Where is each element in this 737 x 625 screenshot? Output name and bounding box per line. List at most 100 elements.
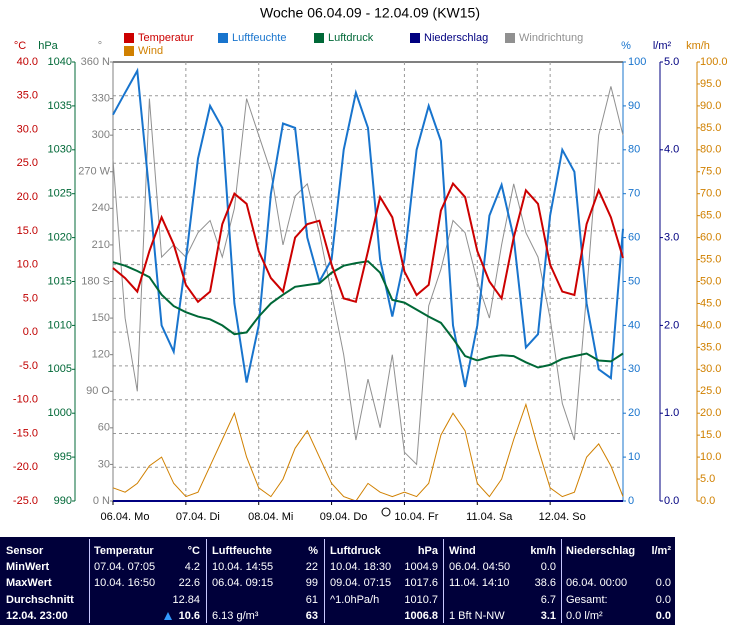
y-tick-label: 90 (628, 100, 640, 112)
cell-value: 22.6 (178, 577, 200, 589)
y-tick-label: 10.0 (17, 259, 38, 271)
y-tick-label: 85.0 (700, 122, 721, 134)
y-tick-label: 0 (628, 495, 634, 507)
y-tick-label: 0 N (93, 495, 110, 507)
y-tick-label: 1000 (48, 407, 72, 419)
legend-label: Luftdruck (328, 32, 374, 44)
axis-unit: ° (98, 40, 102, 52)
legend-swatch (218, 33, 228, 43)
y-tick-label: 60 (98, 422, 110, 434)
cell-label: Luftfeuchte (212, 545, 272, 557)
y-tick-label: 10.0 (700, 451, 721, 463)
cell-value: hPa (417, 545, 438, 557)
cell-value: 22 (305, 561, 318, 573)
y-tick-label: 360 N (81, 56, 110, 68)
y-tick-label: 90.0 (700, 100, 721, 112)
y-tick-label: 240 (92, 202, 110, 214)
cell-value: 63 (305, 610, 318, 622)
x-tick-label: 11.04. Sa (466, 511, 513, 523)
x-tick-label: 10.04. Fr (394, 511, 438, 523)
column-separator (443, 539, 444, 623)
cell-label: 10.04. 14:55 (212, 561, 274, 573)
row-label: Durchschnitt (6, 594, 74, 606)
y-tick-label: -25.0 (13, 495, 38, 507)
y-tick-label: 1030 (48, 144, 72, 156)
y-tick-label: 2.0 (664, 319, 679, 331)
y-tick-label: 60.0 (700, 232, 721, 244)
cell-value: 0.0 (540, 561, 556, 573)
axis-unit: l/m² (653, 40, 672, 52)
legend-swatch (505, 33, 515, 43)
cell-value: 1004.9 (404, 561, 438, 573)
y-tick-label: 55.0 (700, 253, 721, 265)
summary-table: Sensor Temperatur °C Luftfeuchte% Luftdruck h… (0, 537, 675, 625)
cursor-marker (381, 507, 391, 517)
axis-unit: °C (14, 40, 26, 52)
legend-swatch (410, 33, 420, 43)
y-tick-label: 50.0 (700, 275, 721, 287)
y-tick-label: 45.0 (700, 297, 721, 309)
y-tick-label: 70.0 (700, 188, 721, 200)
x-tick-label: 12.04. So (539, 511, 586, 523)
y-tick-label: 3.0 (664, 232, 679, 244)
y-tick-label: 80.0 (700, 144, 721, 156)
y-tick-label: 30.0 (17, 123, 38, 135)
y-tick-label: 5.0 (664, 56, 679, 68)
y-tick-label: 990 (54, 495, 72, 507)
cell-value: °C (187, 545, 200, 557)
legend-swatch (124, 46, 134, 56)
y-tick-label: 30 (628, 363, 640, 375)
y-tick-label: 40.0 (17, 56, 38, 68)
y-tick-label: 90 O (86, 385, 110, 397)
column-separator (89, 539, 90, 623)
y-tick-label: 1.0 (664, 407, 679, 419)
row-label: MaxWert (6, 577, 52, 589)
y-tick-label: -15.0 (13, 427, 38, 439)
y-tick-label: 100 (628, 56, 646, 68)
row-label: Sensor (6, 545, 44, 557)
cell-value: km/h (530, 545, 556, 557)
cell-label: ^1.0hPa/h (330, 594, 380, 606)
legend-label: Wind (138, 45, 163, 57)
cell-value: 10.6 (178, 610, 200, 622)
y-tick-label: 35.0 (700, 341, 721, 353)
legend-label: Niederschlag (424, 32, 488, 44)
chart: Woche 06.04.09 - 12.04.09 (KW15) °C 40.0 3… (13, 5, 728, 523)
cell-label: 0.0 l/m² (566, 610, 603, 622)
y-tick-label: 75.0 (700, 166, 721, 178)
y-tick-label: 80 (628, 144, 640, 156)
y-tick-label: 20.0 (700, 407, 721, 419)
row-label: MinWert (6, 561, 50, 573)
y-tick-label: 50 (628, 275, 640, 287)
y-tick-label: 30.0 (700, 363, 721, 375)
x-tick-label: 07.04. Di (176, 511, 220, 523)
legend-label: Temperatur (138, 32, 194, 44)
y-tick-label: 300 (92, 129, 110, 141)
y-tick-label: 1010 (48, 319, 72, 331)
y-tick-label: 1025 (48, 188, 72, 200)
y-tick-label: 40 (628, 319, 640, 331)
axis-unit: % (621, 40, 631, 52)
cell-label: Wind (449, 545, 476, 557)
cell-value: 1010.7 (404, 594, 438, 606)
y-tick-label: 10 (628, 451, 640, 463)
y-tick-label: 30 (98, 458, 110, 470)
y-tick-label: -10.0 (13, 394, 38, 406)
cell-value: 61 (305, 594, 318, 606)
cell-value: 12.84 (172, 594, 200, 606)
y-tick-label: 15.0 (700, 429, 721, 441)
axis-unit: hPa (38, 40, 58, 52)
legend-label: Luftfeuchte (232, 32, 286, 44)
y-tick-label: 95.0 (700, 78, 721, 90)
x-tick-label: 08.04. Mi (248, 511, 293, 523)
cell-label: 06.04. 00:00 (566, 577, 628, 589)
cell-value: l/m² (651, 545, 671, 557)
cell-label: 10.04. 18:30 (330, 561, 392, 573)
cell-label: Niederschlag (566, 545, 636, 557)
y-tick-label: 180 S (81, 275, 110, 287)
cell-value: 4.2 (184, 561, 200, 573)
column-separator (206, 539, 207, 623)
cell-label: 09.04. 07:15 (330, 577, 392, 589)
y-tick-label: 150 (92, 312, 110, 324)
